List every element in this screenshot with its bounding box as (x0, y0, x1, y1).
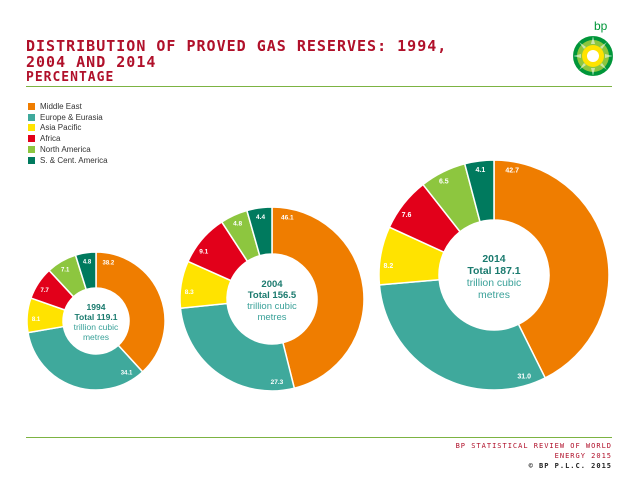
legend-item-asia-pacific: Asia Pacific (28, 123, 108, 134)
footer-line-2: Energy 2015 (554, 452, 612, 460)
slice-label-north-america-2004: 4.8 (233, 220, 242, 227)
center-unit-line-2-2014: metres (478, 290, 510, 301)
slice-s-cent-america-2004 (245, 206, 273, 257)
center-total-2004: Total 156.5 (248, 290, 297, 301)
slice-label-africa-2004: 9.1 (199, 249, 208, 256)
slice-label-middle-east-2014: 42.7 (505, 168, 519, 175)
legend-item-middle-east: Middle East (28, 101, 108, 112)
slice-europe-eurasia-2014 (378, 278, 547, 391)
center-unit-line-1-2014: trillion cubic (467, 278, 522, 289)
footer-copyright: © BP p.l.c. 2015 (528, 462, 612, 470)
slice-label-middle-east-2004: 46.1 (281, 214, 294, 221)
slice-middle-east-2004 (271, 206, 365, 390)
legend-label: Middle East (40, 101, 82, 111)
helios-flower-icon (573, 36, 613, 76)
legend-swatch (28, 113, 35, 121)
slice-label-africa-2014: 7.6 (402, 212, 412, 219)
slice-middle-east-1994 (95, 251, 166, 373)
slice-europe-eurasia-1994 (27, 325, 144, 391)
page-subtitle: Percentage (26, 70, 115, 85)
slice-label-middle-east-1994: 38.2 (102, 260, 114, 266)
title-line-2: 2004 and 2014 (26, 53, 157, 71)
footer-credits: BP Statistical Review of World Energy 20… (456, 441, 612, 471)
slice-label-africa-1994: 7.7 (41, 288, 50, 294)
slice-label-asia-pacific-2014: 8.2 (384, 263, 394, 270)
center-year-2014: 2014 (482, 254, 505, 265)
center-unit-line-1-1994: trillion cubic (74, 322, 119, 332)
center-total-2014: Total 187.1 (467, 266, 520, 277)
slice-label-asia-pacific-2004: 8.3 (185, 289, 194, 296)
slice-s-cent-america-2014 (463, 159, 495, 223)
slice-label-europe-eurasia-2004: 27.3 (271, 379, 284, 386)
legend-swatch (28, 102, 35, 110)
header-divider (26, 86, 612, 87)
center-total-1994: Total 119.1 (74, 312, 117, 322)
slice-s-cent-america-1994 (74, 251, 97, 291)
slice-label-asia-pacific-1994: 8.1 (32, 317, 41, 323)
legend-swatch (28, 135, 35, 143)
slice-label-north-america-1994: 7.1 (61, 268, 70, 274)
legend-label: Asia Pacific (40, 123, 82, 133)
slice-label-north-america-2014: 6.5 (439, 179, 449, 186)
slice-label-s-cent-america-1994: 4.8 (83, 260, 92, 266)
slice-europe-eurasia-2004 (179, 302, 296, 392)
legend-item-north-america: North America (28, 144, 108, 155)
page-title: Distribution of proved gas reserves: 199… (26, 38, 586, 70)
legend-item-europe-eurasia: Europe & Eurasia (28, 112, 108, 123)
legend-label: Africa (40, 134, 61, 144)
center-year-1994: 1994 (86, 302, 105, 312)
legend-label: Europe & Eurasia (40, 112, 103, 122)
legend-label: S. & Cent. America (40, 155, 108, 165)
slice-middle-east-2014 (493, 159, 610, 379)
slice-label-europe-eurasia-2014: 31.0 (517, 374, 531, 381)
center-year-2004: 2004 (261, 279, 283, 290)
legend-swatch (28, 156, 35, 164)
chart-legend: Middle East Europe & Eurasia Asia Pacifi… (28, 101, 108, 166)
legend-item-africa: Africa (28, 133, 108, 144)
slice-label-s-cent-america-2004: 4.4 (256, 214, 265, 221)
bp-helios-logo-icon: bp (573, 19, 613, 76)
center-unit-line-2-2004: metres (257, 312, 286, 323)
logo-text: bp (594, 19, 608, 33)
legend-label: North America (40, 145, 91, 155)
legend-item-s-cent-america: S. & Cent. America (28, 155, 108, 166)
center-unit-line-2-1994: metres (83, 332, 109, 342)
legend-swatch (28, 146, 35, 154)
slice-label-europe-eurasia-1994: 34.1 (121, 371, 133, 377)
footer-line-1: BP Statistical Review of World (455, 442, 612, 450)
title-line-1: Distribution of proved gas reserves: 199… (26, 37, 448, 55)
donut-hole (64, 289, 128, 353)
footer-divider (26, 437, 612, 438)
donut-hole (228, 255, 316, 343)
center-unit-line-1-2004: trillion cubic (247, 301, 297, 312)
donut-hole (440, 221, 548, 329)
legend-swatch (28, 124, 35, 132)
slice-label-s-cent-america-2014: 4.1 (476, 167, 486, 174)
